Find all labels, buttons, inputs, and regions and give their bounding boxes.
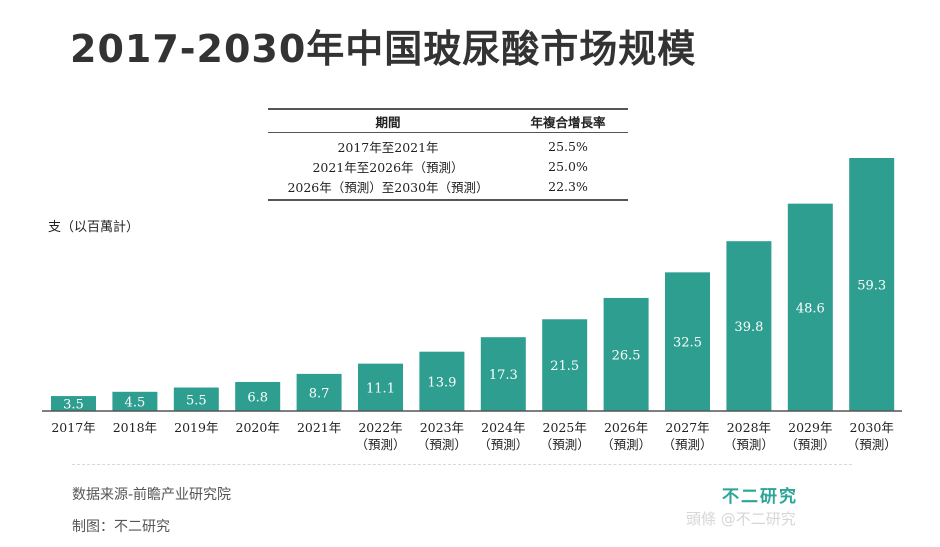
bar-value-label: 21.5 [550, 359, 579, 374]
bar-value-label: 3.5 [63, 398, 84, 413]
bar-value-label: 26.5 [612, 348, 641, 363]
cagr-period: 2021年至2026年（預測） [312, 159, 464, 175]
cagr-rate: 25.5% [548, 138, 588, 154]
watermark: 頭條 @不二研究 [686, 510, 796, 528]
x-tick-sublabel: （預測） [847, 437, 897, 452]
y-axis-unit-label: 支（以百萬計） [48, 220, 140, 235]
bar [665, 272, 710, 411]
bar-value-label: 5.5 [186, 393, 207, 408]
cagr-row: 2021年至2026年（預測） 25.0% [268, 156, 628, 176]
x-tick-label: 2025年 [543, 420, 587, 435]
x-tick-label: 2026年 [604, 420, 648, 435]
x-tick-label: 2024年 [481, 420, 525, 435]
cagr-row: 2026年（預測）至2030年（預測） 22.3% [268, 176, 628, 196]
x-tick-sublabel: （預測） [601, 437, 651, 452]
x-tick-label: 2018年 [113, 420, 157, 435]
x-tick-label: 2019年 [174, 420, 218, 435]
bar [358, 363, 403, 411]
cagr-period: 2017年至2021年 [337, 139, 439, 155]
bar [112, 391, 158, 411]
cagr-row: 2017年至2021年 25.5% [268, 136, 628, 156]
bar [849, 158, 895, 411]
x-tick-sublabel: （預測） [540, 437, 590, 452]
cagr-table: 期間 年複合增長率 2017年至2021年 25.5% 2021年至2026年（… [268, 108, 628, 201]
cagr-rate: 25.0% [548, 158, 588, 174]
bar-value-label: 48.6 [796, 301, 825, 316]
x-tick-label: 2017年 [51, 420, 95, 435]
bar [51, 396, 96, 411]
bar-value-label: 8.7 [309, 386, 330, 401]
source-note: 数据来源-前瞻产业研究院 [72, 487, 232, 503]
x-tick-sublabel: （預測） [785, 437, 835, 452]
x-tick-label: 2028年 [727, 420, 771, 435]
bar-value-label: 32.5 [673, 336, 702, 351]
bar-value-label: 39.8 [734, 320, 763, 335]
x-tick-label: 2027年 [665, 420, 709, 435]
x-tick-sublabel: （預測） [355, 437, 405, 452]
x-tick-label: 2030年 [850, 420, 894, 435]
x-tick-label: 2029年 [788, 420, 832, 435]
x-tick-label: 2020年 [236, 420, 280, 435]
x-tick-label: 2022年 [358, 420, 402, 435]
cagr-header-rate: 年複合增長率 [530, 114, 606, 130]
brand-logo: 不二研究 [722, 487, 798, 507]
bar-value-label: 6.8 [247, 390, 268, 405]
credit-note: 制图：不二研究 [72, 519, 170, 535]
cagr-header-period: 期間 [375, 114, 401, 130]
bar [419, 351, 465, 411]
x-tick-sublabel: （預測） [724, 437, 774, 452]
divider [72, 464, 852, 465]
bar-value-label: 13.9 [427, 375, 456, 390]
cagr-rate: 22.3% [548, 178, 588, 194]
bar [726, 241, 772, 411]
bar-value-label: 59.3 [857, 279, 886, 294]
x-tick-label: 2021年 [297, 420, 341, 435]
bar-value-label: 11.1 [366, 381, 395, 396]
bar [235, 381, 281, 411]
x-tick-sublabel: （預測） [417, 437, 467, 452]
bar [542, 319, 588, 411]
bar [173, 387, 219, 411]
cagr-period: 2026年（預測）至2030年（預測） [287, 179, 489, 195]
bar [787, 203, 833, 411]
chart-title: 2017-2030年中国玻尿酸市场规模 [70, 27, 697, 71]
x-tick-sublabel: （預測） [662, 437, 712, 452]
x-tick-label: 2023年 [420, 420, 464, 435]
bar-value-label: 17.3 [489, 368, 518, 383]
cagr-table-header: 期間 年複合增長率 [268, 110, 628, 133]
bar [480, 337, 526, 411]
bar [296, 373, 342, 411]
x-tick-sublabel: （預測） [478, 437, 528, 452]
bar-value-label: 4.5 [125, 395, 146, 410]
bar [603, 297, 649, 411]
